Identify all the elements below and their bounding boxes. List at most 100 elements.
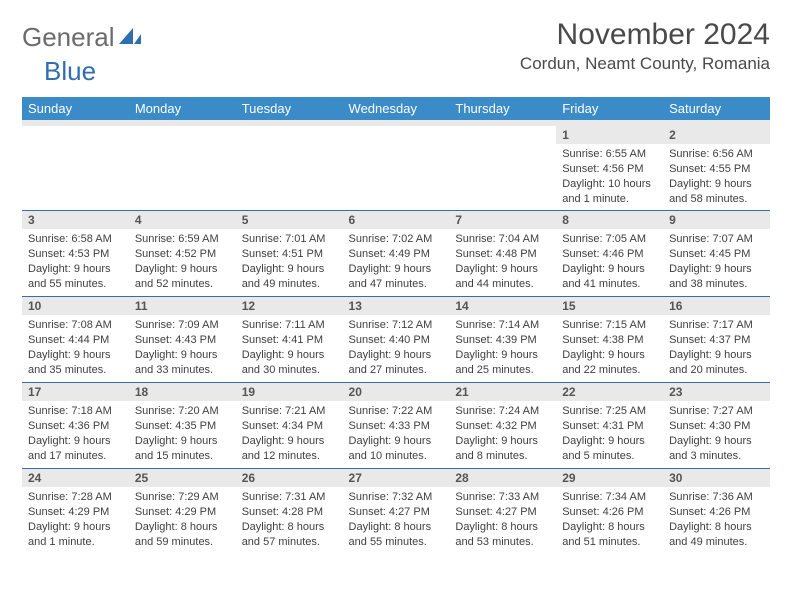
sunset-text: Sunset: 4:39 PM — [455, 333, 550, 348]
day-number: 2 — [663, 126, 770, 144]
daylight-text: Daylight: 9 hours and 49 minutes. — [242, 262, 337, 292]
calendar-week-row: 3Sunrise: 6:58 AMSunset: 4:53 PMDaylight… — [22, 211, 770, 297]
calendar-day-cell — [129, 123, 236, 211]
sunrise-text: Sunrise: 7:21 AM — [242, 404, 337, 419]
sunset-text: Sunset: 4:46 PM — [562, 247, 657, 262]
day-number: 30 — [663, 469, 770, 487]
logo-sail-icon — [119, 22, 141, 53]
day-details: Sunrise: 7:11 AMSunset: 4:41 PMDaylight:… — [236, 315, 343, 381]
day-number: 9 — [663, 211, 770, 229]
calendar-week-row: 10Sunrise: 7:08 AMSunset: 4:44 PMDayligh… — [22, 297, 770, 383]
calendar-day-cell: 3Sunrise: 6:58 AMSunset: 4:53 PMDaylight… — [22, 211, 129, 297]
daylight-text: Daylight: 9 hours and 8 minutes. — [455, 434, 550, 464]
calendar-day-cell: 13Sunrise: 7:12 AMSunset: 4:40 PMDayligh… — [343, 297, 450, 383]
sunrise-text: Sunrise: 7:04 AM — [455, 232, 550, 247]
calendar-week-row: 1Sunrise: 6:55 AMSunset: 4:56 PMDaylight… — [22, 123, 770, 211]
daylight-text: Daylight: 9 hours and 25 minutes. — [455, 348, 550, 378]
calendar-day-cell: 14Sunrise: 7:14 AMSunset: 4:39 PMDayligh… — [449, 297, 556, 383]
day-number: 27 — [343, 469, 450, 487]
sunrise-text: Sunrise: 7:07 AM — [669, 232, 764, 247]
day-details: Sunrise: 7:20 AMSunset: 4:35 PMDaylight:… — [129, 401, 236, 467]
sunrise-text: Sunrise: 7:05 AM — [562, 232, 657, 247]
day-number: 28 — [449, 469, 556, 487]
day-details: Sunrise: 7:07 AMSunset: 4:45 PMDaylight:… — [663, 229, 770, 295]
day-number: 24 — [22, 469, 129, 487]
calendar-day-cell: 23Sunrise: 7:27 AMSunset: 4:30 PMDayligh… — [663, 383, 770, 469]
sunrise-text: Sunrise: 7:15 AM — [562, 318, 657, 333]
sunset-text: Sunset: 4:41 PM — [242, 333, 337, 348]
sunrise-text: Sunrise: 7:28 AM — [28, 490, 123, 505]
daylight-text: Daylight: 9 hours and 47 minutes. — [349, 262, 444, 292]
sunset-text: Sunset: 4:43 PM — [135, 333, 230, 348]
sunrise-text: Sunrise: 6:59 AM — [135, 232, 230, 247]
sunset-text: Sunset: 4:52 PM — [135, 247, 230, 262]
sunrise-text: Sunrise: 7:11 AM — [242, 318, 337, 333]
sunset-text: Sunset: 4:29 PM — [135, 505, 230, 520]
calendar-day-cell: 24Sunrise: 7:28 AMSunset: 4:29 PMDayligh… — [22, 469, 129, 555]
calendar-day-cell: 1Sunrise: 6:55 AMSunset: 4:56 PMDaylight… — [556, 123, 663, 211]
daylight-text: Daylight: 9 hours and 38 minutes. — [669, 262, 764, 292]
sunset-text: Sunset: 4:33 PM — [349, 419, 444, 434]
day-number: 16 — [663, 297, 770, 315]
daylight-text: Daylight: 8 hours and 55 minutes. — [349, 520, 444, 550]
sunrise-text: Sunrise: 7:02 AM — [349, 232, 444, 247]
day-details: Sunrise: 7:18 AMSunset: 4:36 PMDaylight:… — [22, 401, 129, 467]
day-number: 7 — [449, 211, 556, 229]
day-number: 26 — [236, 469, 343, 487]
daylight-text: Daylight: 9 hours and 15 minutes. — [135, 434, 230, 464]
day-details: Sunrise: 7:28 AMSunset: 4:29 PMDaylight:… — [22, 487, 129, 553]
calendar-day-cell: 2Sunrise: 6:56 AMSunset: 4:55 PMDaylight… — [663, 123, 770, 211]
day-header: Thursday — [449, 97, 556, 123]
day-details: Sunrise: 7:32 AMSunset: 4:27 PMDaylight:… — [343, 487, 450, 553]
sunrise-text: Sunrise: 7:31 AM — [242, 490, 337, 505]
sunset-text: Sunset: 4:27 PM — [349, 505, 444, 520]
day-number: 19 — [236, 383, 343, 401]
daylight-text: Daylight: 9 hours and 27 minutes. — [349, 348, 444, 378]
calendar-day-cell: 11Sunrise: 7:09 AMSunset: 4:43 PMDayligh… — [129, 297, 236, 383]
calendar-day-cell: 29Sunrise: 7:34 AMSunset: 4:26 PMDayligh… — [556, 469, 663, 555]
sunrise-text: Sunrise: 7:32 AM — [349, 490, 444, 505]
daylight-text: Daylight: 9 hours and 20 minutes. — [669, 348, 764, 378]
day-number: 20 — [343, 383, 450, 401]
daylight-text: Daylight: 8 hours and 51 minutes. — [562, 520, 657, 550]
title-block: November 2024 Cordun, Neamt County, Roma… — [520, 18, 770, 74]
day-number: 4 — [129, 211, 236, 229]
day-number: 22 — [556, 383, 663, 401]
day-details: Sunrise: 7:01 AMSunset: 4:51 PMDaylight:… — [236, 229, 343, 295]
calendar-day-cell: 17Sunrise: 7:18 AMSunset: 4:36 PMDayligh… — [22, 383, 129, 469]
sunrise-text: Sunrise: 7:14 AM — [455, 318, 550, 333]
day-details: Sunrise: 7:27 AMSunset: 4:30 PMDaylight:… — [663, 401, 770, 467]
day-header: Saturday — [663, 97, 770, 123]
day-number: 3 — [22, 211, 129, 229]
day-number: 5 — [236, 211, 343, 229]
sunrise-text: Sunrise: 7:27 AM — [669, 404, 764, 419]
calendar-table: Sunday Monday Tuesday Wednesday Thursday… — [22, 97, 770, 555]
day-header: Sunday — [22, 97, 129, 123]
sunrise-text: Sunrise: 7:24 AM — [455, 404, 550, 419]
day-details: Sunrise: 7:17 AMSunset: 4:37 PMDaylight:… — [663, 315, 770, 381]
sunrise-text: Sunrise: 7:29 AM — [135, 490, 230, 505]
sunset-text: Sunset: 4:49 PM — [349, 247, 444, 262]
sunrise-text: Sunrise: 6:55 AM — [562, 147, 657, 162]
sunrise-text: Sunrise: 6:56 AM — [669, 147, 764, 162]
daylight-text: Daylight: 9 hours and 52 minutes. — [135, 262, 230, 292]
daylight-text: Daylight: 8 hours and 59 minutes. — [135, 520, 230, 550]
calendar-day-cell: 5Sunrise: 7:01 AMSunset: 4:51 PMDaylight… — [236, 211, 343, 297]
sunset-text: Sunset: 4:38 PM — [562, 333, 657, 348]
calendar-day-cell: 30Sunrise: 7:36 AMSunset: 4:26 PMDayligh… — [663, 469, 770, 555]
calendar-day-cell: 27Sunrise: 7:32 AMSunset: 4:27 PMDayligh… — [343, 469, 450, 555]
month-title: November 2024 — [520, 18, 770, 52]
calendar-day-cell: 21Sunrise: 7:24 AMSunset: 4:32 PMDayligh… — [449, 383, 556, 469]
sunset-text: Sunset: 4:51 PM — [242, 247, 337, 262]
calendar-day-cell: 4 Sunrise: 6:59 AMSunset: 4:52 PMDaylight… — [129, 211, 236, 297]
sunset-text: Sunset: 4:26 PM — [669, 505, 764, 520]
sunrise-text: Sunrise: 7:08 AM — [28, 318, 123, 333]
calendar-day-cell — [236, 123, 343, 211]
sunset-text: Sunset: 4:27 PM — [455, 505, 550, 520]
day-details: Sunrise: 7:09 AMSunset: 4:43 PMDaylight:… — [129, 315, 236, 381]
day-number: 15 — [556, 297, 663, 315]
sunset-text: Sunset: 4:31 PM — [562, 419, 657, 434]
daylight-text: Daylight: 9 hours and 5 minutes. — [562, 434, 657, 464]
calendar-day-cell: 15Sunrise: 7:15 AMSunset: 4:38 PMDayligh… — [556, 297, 663, 383]
day-number: 11 — [129, 297, 236, 315]
